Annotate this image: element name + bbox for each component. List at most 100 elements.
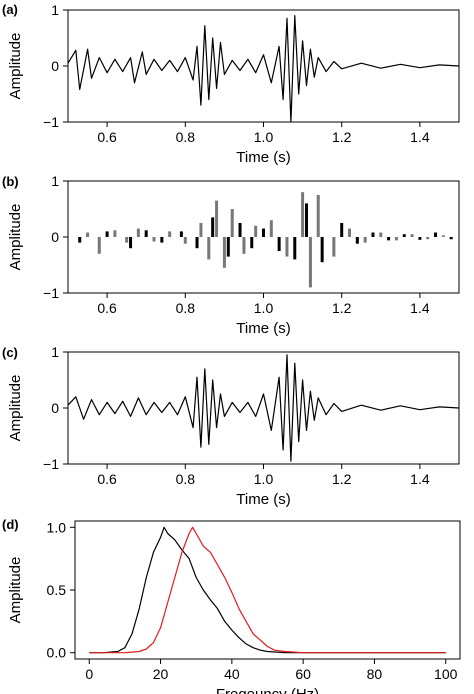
panel-2-series-1-bar (168, 231, 172, 237)
panel-2-series-2-bar (105, 231, 109, 237)
panel-2-ytick-label: 0 (51, 229, 59, 245)
panel-2-series-2-bar (238, 223, 242, 237)
panel-4-series-1-line (89, 526, 446, 654)
panel-1-ytick-label: 0 (51, 58, 59, 74)
panel-2-series-1-bar (410, 234, 414, 237)
panel-1-xtick-label: 0.6 (97, 129, 117, 145)
panel-1-ytick-label: 1 (51, 2, 59, 18)
panel-3-xtick-label: 1.4 (410, 471, 430, 487)
panel-2-series-1-bar (113, 230, 117, 237)
panel-2-series-1-bar (222, 237, 226, 268)
panel-1-letter: (a) (2, 2, 18, 17)
panel-3-xtick-label: 0.8 (176, 471, 196, 487)
panel-4-ytick-label: 0.5 (47, 582, 67, 598)
panel-2-series-2-bar (434, 232, 438, 237)
panel-4-axes-frame (74, 520, 461, 660)
panel-2-series-2-bar (402, 234, 406, 237)
panel-4-xtick-label: 20 (153, 666, 169, 682)
panel-2-xtick-label: 0.8 (176, 300, 196, 316)
panel-4-xtick-label: 60 (295, 666, 311, 682)
panel-2-series-2-bar (211, 217, 215, 237)
panel-2-series-2-bar (262, 228, 265, 237)
panel-4-series-2-line (89, 526, 446, 654)
panel-2-series-1-bar (332, 237, 336, 257)
panel-2-series-1-bar (379, 232, 383, 237)
panel-2-ytick-label: −1 (43, 285, 59, 301)
panel-4-y-axis-label: Amplitude (7, 557, 24, 624)
panel-1-y-axis-label: Amplitude (7, 33, 24, 100)
panel-2-series-2-bar (226, 237, 230, 257)
panel-2-series-1-bar (316, 195, 320, 237)
panel-2-series-1-bar (215, 200, 219, 237)
panel-2-ytick-label: 1 (51, 173, 59, 189)
panel-2-series-1-bar (136, 228, 140, 237)
panel-2-series-2-bar (293, 237, 297, 260)
panel-2-series-2-bar (250, 237, 254, 249)
panel-4-x-axis-label: Freqeuncy (Hz) (216, 686, 319, 694)
panel-3-y-axis-label: Amplitude (7, 375, 24, 442)
panel-3-x-axis-label: Time (s) (236, 491, 290, 508)
panel-3-ytick-label: 1 (51, 344, 59, 360)
panel-1-x-axis-label: Time (s) (236, 149, 290, 166)
panel-2-y-axis-label: Amplitude (7, 204, 24, 271)
panel-2-xtick-label: 1.2 (332, 300, 352, 316)
panel-3-ytick-label: −1 (43, 456, 59, 472)
panel-2-xtick-label: 0.6 (97, 300, 117, 316)
panel-1-xtick-label: 1.2 (332, 129, 352, 145)
panel-2-series-1-bar (394, 237, 398, 241)
panel-2-x-axis-label: Time (s) (236, 320, 290, 337)
panel-2-series-1-bar (363, 237, 367, 243)
panel-1-ytick-label: −1 (43, 114, 59, 130)
panel-2-series-1-bar (183, 237, 187, 244)
panel-2-series-2-bar (277, 237, 281, 251)
panel-2-series-1-bar (348, 228, 352, 237)
panel-3-letter: (c) (2, 345, 18, 360)
panel-2-series-2-bar (195, 237, 199, 249)
panel-2-series-1-bar (97, 237, 101, 254)
panel-2-series-1-bar (308, 237, 312, 288)
panel-2-series-2-bar (371, 232, 375, 237)
panel-1-series-1-line (67, 15, 460, 123)
panel-2-series-1-bar (254, 225, 258, 237)
panel-2-series-1-bar (152, 237, 156, 242)
panel-2-series-1-bar (269, 220, 273, 237)
panel-1-xtick-label: 1.4 (410, 129, 430, 145)
panel-2-series-2-bar (320, 237, 324, 263)
panel-4-xtick-label: 0 (85, 666, 93, 682)
panel-2-series-1-bar (301, 192, 305, 237)
panel-2-series-1-bar (125, 237, 129, 243)
panel-4-xtick-label: 80 (367, 666, 383, 682)
panel-2-series-2-bar (144, 230, 148, 237)
panel-3-xtick-label: 1.2 (332, 471, 352, 487)
panel-3-series-1-line (67, 354, 460, 462)
panel-2-series-1-bar (285, 237, 289, 257)
panel-4-ytick-label: 0.0 (47, 645, 67, 661)
panel-4-letter: (d) (2, 517, 19, 532)
panel-2-series-2-bar (449, 237, 453, 240)
panel-1-axes-frame (67, 9, 460, 123)
panel-2-series-1-bar (207, 237, 211, 260)
panel-1-xtick-label: 0.8 (176, 129, 196, 145)
panel-3-ytick-label: 0 (51, 400, 59, 416)
panel-2-series-2-bar (129, 237, 133, 249)
panel-2-series-1-bar (230, 209, 234, 237)
panel-1-xtick-label: 1.0 (254, 129, 274, 145)
panel-2-xtick-label: 1.0 (254, 300, 274, 316)
panel-4-ytick-label: 1.0 (47, 519, 67, 535)
panel-2-series-1-bar (426, 237, 430, 240)
panel-2-xtick-label: 1.4 (410, 300, 430, 316)
panel-3-xtick-label: 0.6 (97, 471, 117, 487)
panel-4-xtick-label: 40 (224, 666, 240, 682)
panel-2-series-2-bar (179, 231, 183, 237)
panel-2-series-2-bar (160, 237, 164, 243)
panel-2-series-2-bar (340, 223, 344, 237)
panel-2-series-2-bar (355, 237, 359, 244)
panel-4-xtick-label: 100 (434, 666, 458, 682)
panel-2-series-1-bar (242, 237, 246, 254)
panel-2-series-2-bar (305, 203, 309, 237)
panel-2-series-2-bar (387, 237, 391, 241)
panel-2-series-1-bar (441, 235, 445, 237)
panel-2-series-1-bar (199, 223, 203, 237)
